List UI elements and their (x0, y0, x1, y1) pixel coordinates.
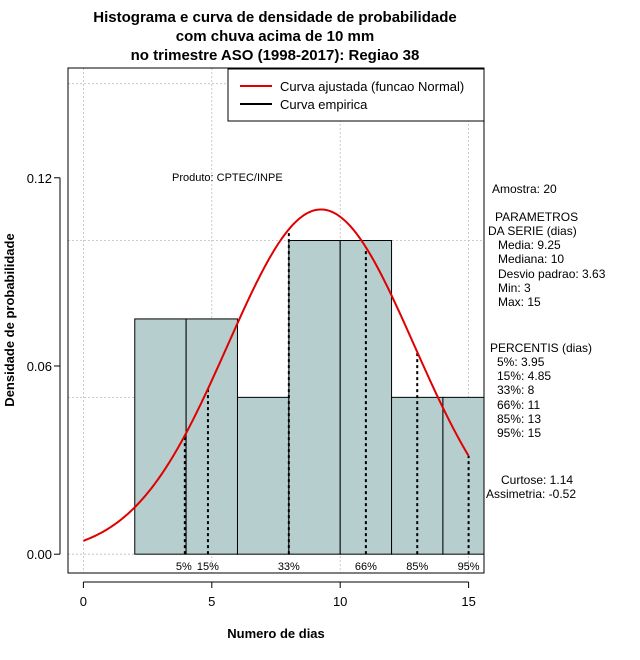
x-tick-label: 10 (333, 594, 347, 609)
percentile-label: 85% (406, 561, 428, 573)
x-axis-label: Numero de dias (227, 626, 325, 641)
percentile-label: 5% (176, 561, 192, 573)
y-axis-label: Densidade de probabilidade (2, 233, 17, 406)
skewness: Assimetria: -0.52 (486, 487, 576, 501)
percentile-33: 33%: 8 (497, 383, 535, 397)
params-title-2: DA SERIE (dias) (488, 224, 577, 238)
histogram-bar (236, 396, 290, 555)
y-tick-label: 0.06 (27, 359, 52, 374)
y-axis: 0.00 0.06 0.12 (27, 171, 61, 562)
legend-box (227, 68, 485, 122)
percentile-5: 5%: 3.95 (497, 355, 545, 369)
chart-title-line-1: Histograma e curva de densidade de proba… (93, 9, 456, 26)
percentile-85: 85%: 13 (497, 412, 541, 426)
param-min: Min: 3 (498, 281, 531, 295)
histogram-bar (185, 318, 238, 555)
y-tick-label: 0.12 (27, 171, 52, 186)
product-annotation: Produto: CPTEC/INPE (172, 172, 283, 184)
x-tick-label: 5 (208, 594, 215, 609)
percentile-95: 95%: 15 (497, 426, 541, 440)
percentile-label: 66% (355, 561, 377, 573)
param-mean: Media: 9.25 (498, 238, 561, 252)
chart-title-line-3: no trimestre ASO (1998-2017): Regiao 38 (131, 47, 420, 64)
histogram-bar (134, 318, 187, 555)
y-tick-label: 0.00 (27, 547, 52, 562)
param-median: Mediana: 10 (498, 252, 564, 266)
percentile-label: 15% (197, 561, 219, 573)
legend: Curva ajustada (funcao Normal) Curva emp… (227, 68, 485, 122)
params-title-1: PARAMETROS (495, 210, 578, 224)
histogram-bar (288, 240, 341, 555)
statistics-panel: Amostra: 20 PARAMETROS DA SERIE (dias) M… (486, 182, 606, 501)
x-tick-label: 15 (461, 594, 475, 609)
param-max: Max: 15 (498, 295, 541, 309)
percentile-66: 66%: 11 (497, 398, 540, 412)
normal-fit-line (83, 208, 470, 542)
percentile-15: 15%: 4.85 (497, 369, 551, 383)
normal-fit-curve (83, 208, 470, 542)
percentile-label: 95% (458, 561, 480, 573)
param-stddev: Desvio padrao: 3.63 (498, 267, 606, 281)
kurtosis: Curtose: 1.14 (501, 473, 573, 487)
percentile-lines: 5% 15% 33% 66% 85% 95% (176, 229, 480, 573)
legend-label-empirical: Curva empirica (280, 97, 368, 112)
plot-frame (67, 67, 485, 574)
x-tick-label: 0 (80, 594, 87, 609)
histogram-bars (134, 240, 485, 555)
percentile-label: 33% (278, 561, 300, 573)
sample-size: Amostra: 20 (492, 182, 557, 196)
x-axis: 0 5 10 15 (80, 581, 476, 609)
chart-title-line-2: com chuva acima de 10 mm (176, 28, 374, 45)
legend-label-fit: Curva ajustada (funcao Normal) (280, 79, 464, 94)
percentiles-title: PERCENTIS (dias) (490, 341, 592, 355)
